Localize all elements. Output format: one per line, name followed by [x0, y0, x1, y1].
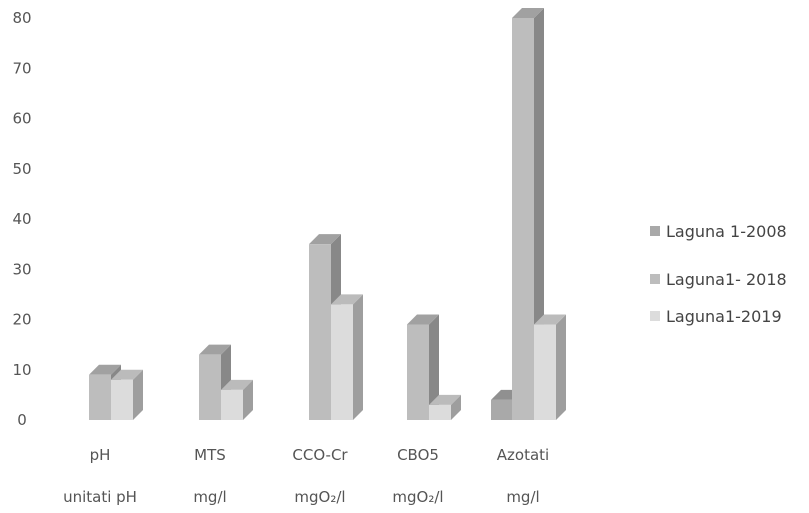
x-unit-label: mg/l: [506, 488, 539, 506]
bar-front: [512, 18, 534, 420]
y-tick-label: 70: [12, 59, 31, 77]
legend-swatch: [650, 226, 660, 236]
bar-front: [309, 244, 331, 420]
bar-top: [111, 369, 143, 380]
y-tick-label: 80: [12, 9, 31, 27]
bar-front: [491, 399, 513, 420]
y-tick-label: 0: [17, 411, 27, 429]
legend-swatch: [650, 311, 660, 321]
bar-front: [407, 324, 429, 420]
x-category-label: pH: [90, 446, 111, 464]
bar-top: [309, 234, 341, 245]
x-unit-label: mgO₂/l: [392, 488, 443, 506]
bar: [111, 369, 143, 420]
y-tick-label: 50: [12, 160, 31, 178]
bars: [89, 8, 566, 420]
bar-top: [407, 314, 439, 325]
bar: [407, 314, 439, 420]
legend-item: Laguna1- 2018: [650, 270, 787, 289]
legend-swatch: [650, 274, 660, 284]
bar-front: [221, 389, 243, 420]
legend-label: Laguna1-2019: [666, 307, 782, 326]
x-category-label: Azotati: [497, 446, 549, 464]
bar-top: [199, 344, 231, 355]
bar-front: [111, 379, 133, 420]
bar-side: [353, 294, 363, 420]
legend: Laguna 1-2008 Laguna1- 2018 Laguna1-2019: [650, 222, 787, 326]
legend-item: Laguna1-2019: [650, 307, 782, 326]
bar-side: [243, 379, 253, 420]
legend-label: Laguna 1-2008: [666, 222, 787, 241]
bar-side: [534, 8, 544, 420]
bar: [534, 314, 566, 420]
x-unit-label: mgO₂/l: [294, 488, 345, 506]
bar-front: [331, 304, 353, 420]
bar: [331, 294, 363, 420]
bar-top: [89, 364, 121, 375]
x-axis-labels: pH unitati pH MTS mg/l CCO-Cr mgO₂/l CBO5 mgO₂/…: [63, 446, 549, 506]
bar-top: [331, 294, 363, 305]
x-category-label: CCO-Cr: [292, 446, 348, 464]
bar-side: [451, 394, 461, 420]
bar: [512, 8, 544, 420]
y-tick-label: 10: [12, 361, 31, 379]
legend-item: Laguna 1-2008: [650, 222, 787, 241]
bar-side: [556, 314, 566, 420]
y-tick-label: 30: [12, 260, 31, 278]
bar-front: [429, 404, 451, 420]
bar: [429, 394, 461, 420]
bar-top: [512, 8, 544, 18]
bar-front: [89, 374, 111, 420]
x-category-label: MTS: [194, 446, 226, 464]
y-tick-label: 20: [12, 311, 31, 329]
x-unit-label: mg/l: [193, 488, 226, 506]
legend-label: Laguna1- 2018: [666, 270, 787, 289]
bar-front: [534, 324, 556, 420]
bar-top: [221, 379, 253, 390]
bar-side: [429, 314, 439, 420]
bar: [221, 379, 253, 420]
bar-side: [133, 369, 143, 420]
x-category-label: CBO5: [397, 446, 439, 464]
y-axis-ticks: 0 10 20 30 40 50 60 70 80: [12, 9, 31, 429]
y-tick-label: 40: [12, 210, 31, 228]
bar-front: [199, 354, 221, 420]
x-unit-label: unitati pH: [63, 488, 137, 506]
bar-top: [534, 314, 566, 325]
bar-top: [429, 394, 461, 405]
y-tick-label: 60: [12, 110, 31, 128]
